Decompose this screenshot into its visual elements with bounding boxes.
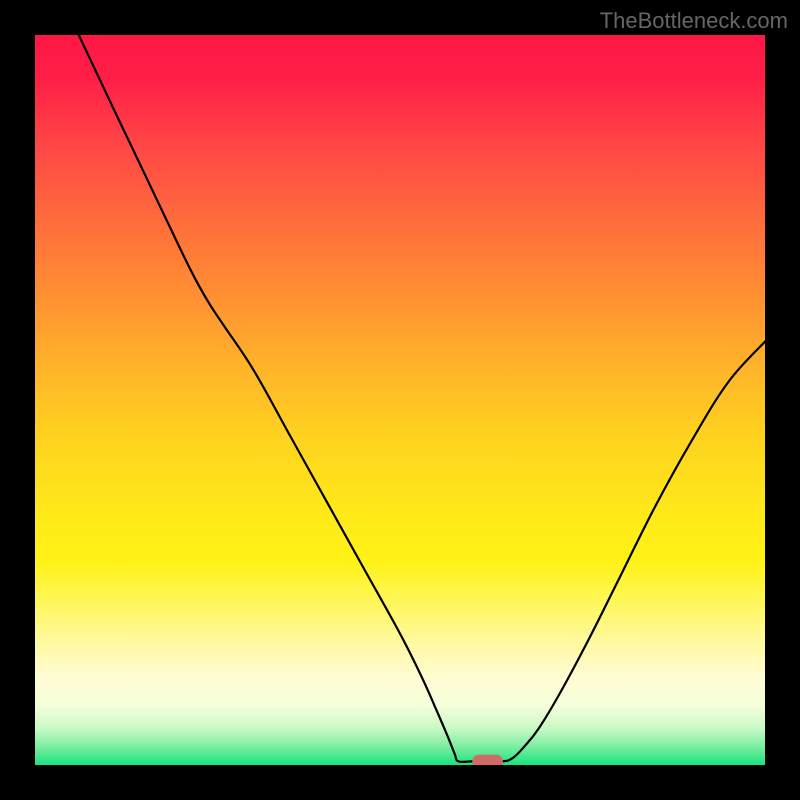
watermark-text: TheBottleneck.com [600,8,788,34]
chart-svg [35,35,765,765]
optimal-marker [472,755,503,765]
chart-plot-area [35,35,765,765]
chart-background [35,35,765,765]
